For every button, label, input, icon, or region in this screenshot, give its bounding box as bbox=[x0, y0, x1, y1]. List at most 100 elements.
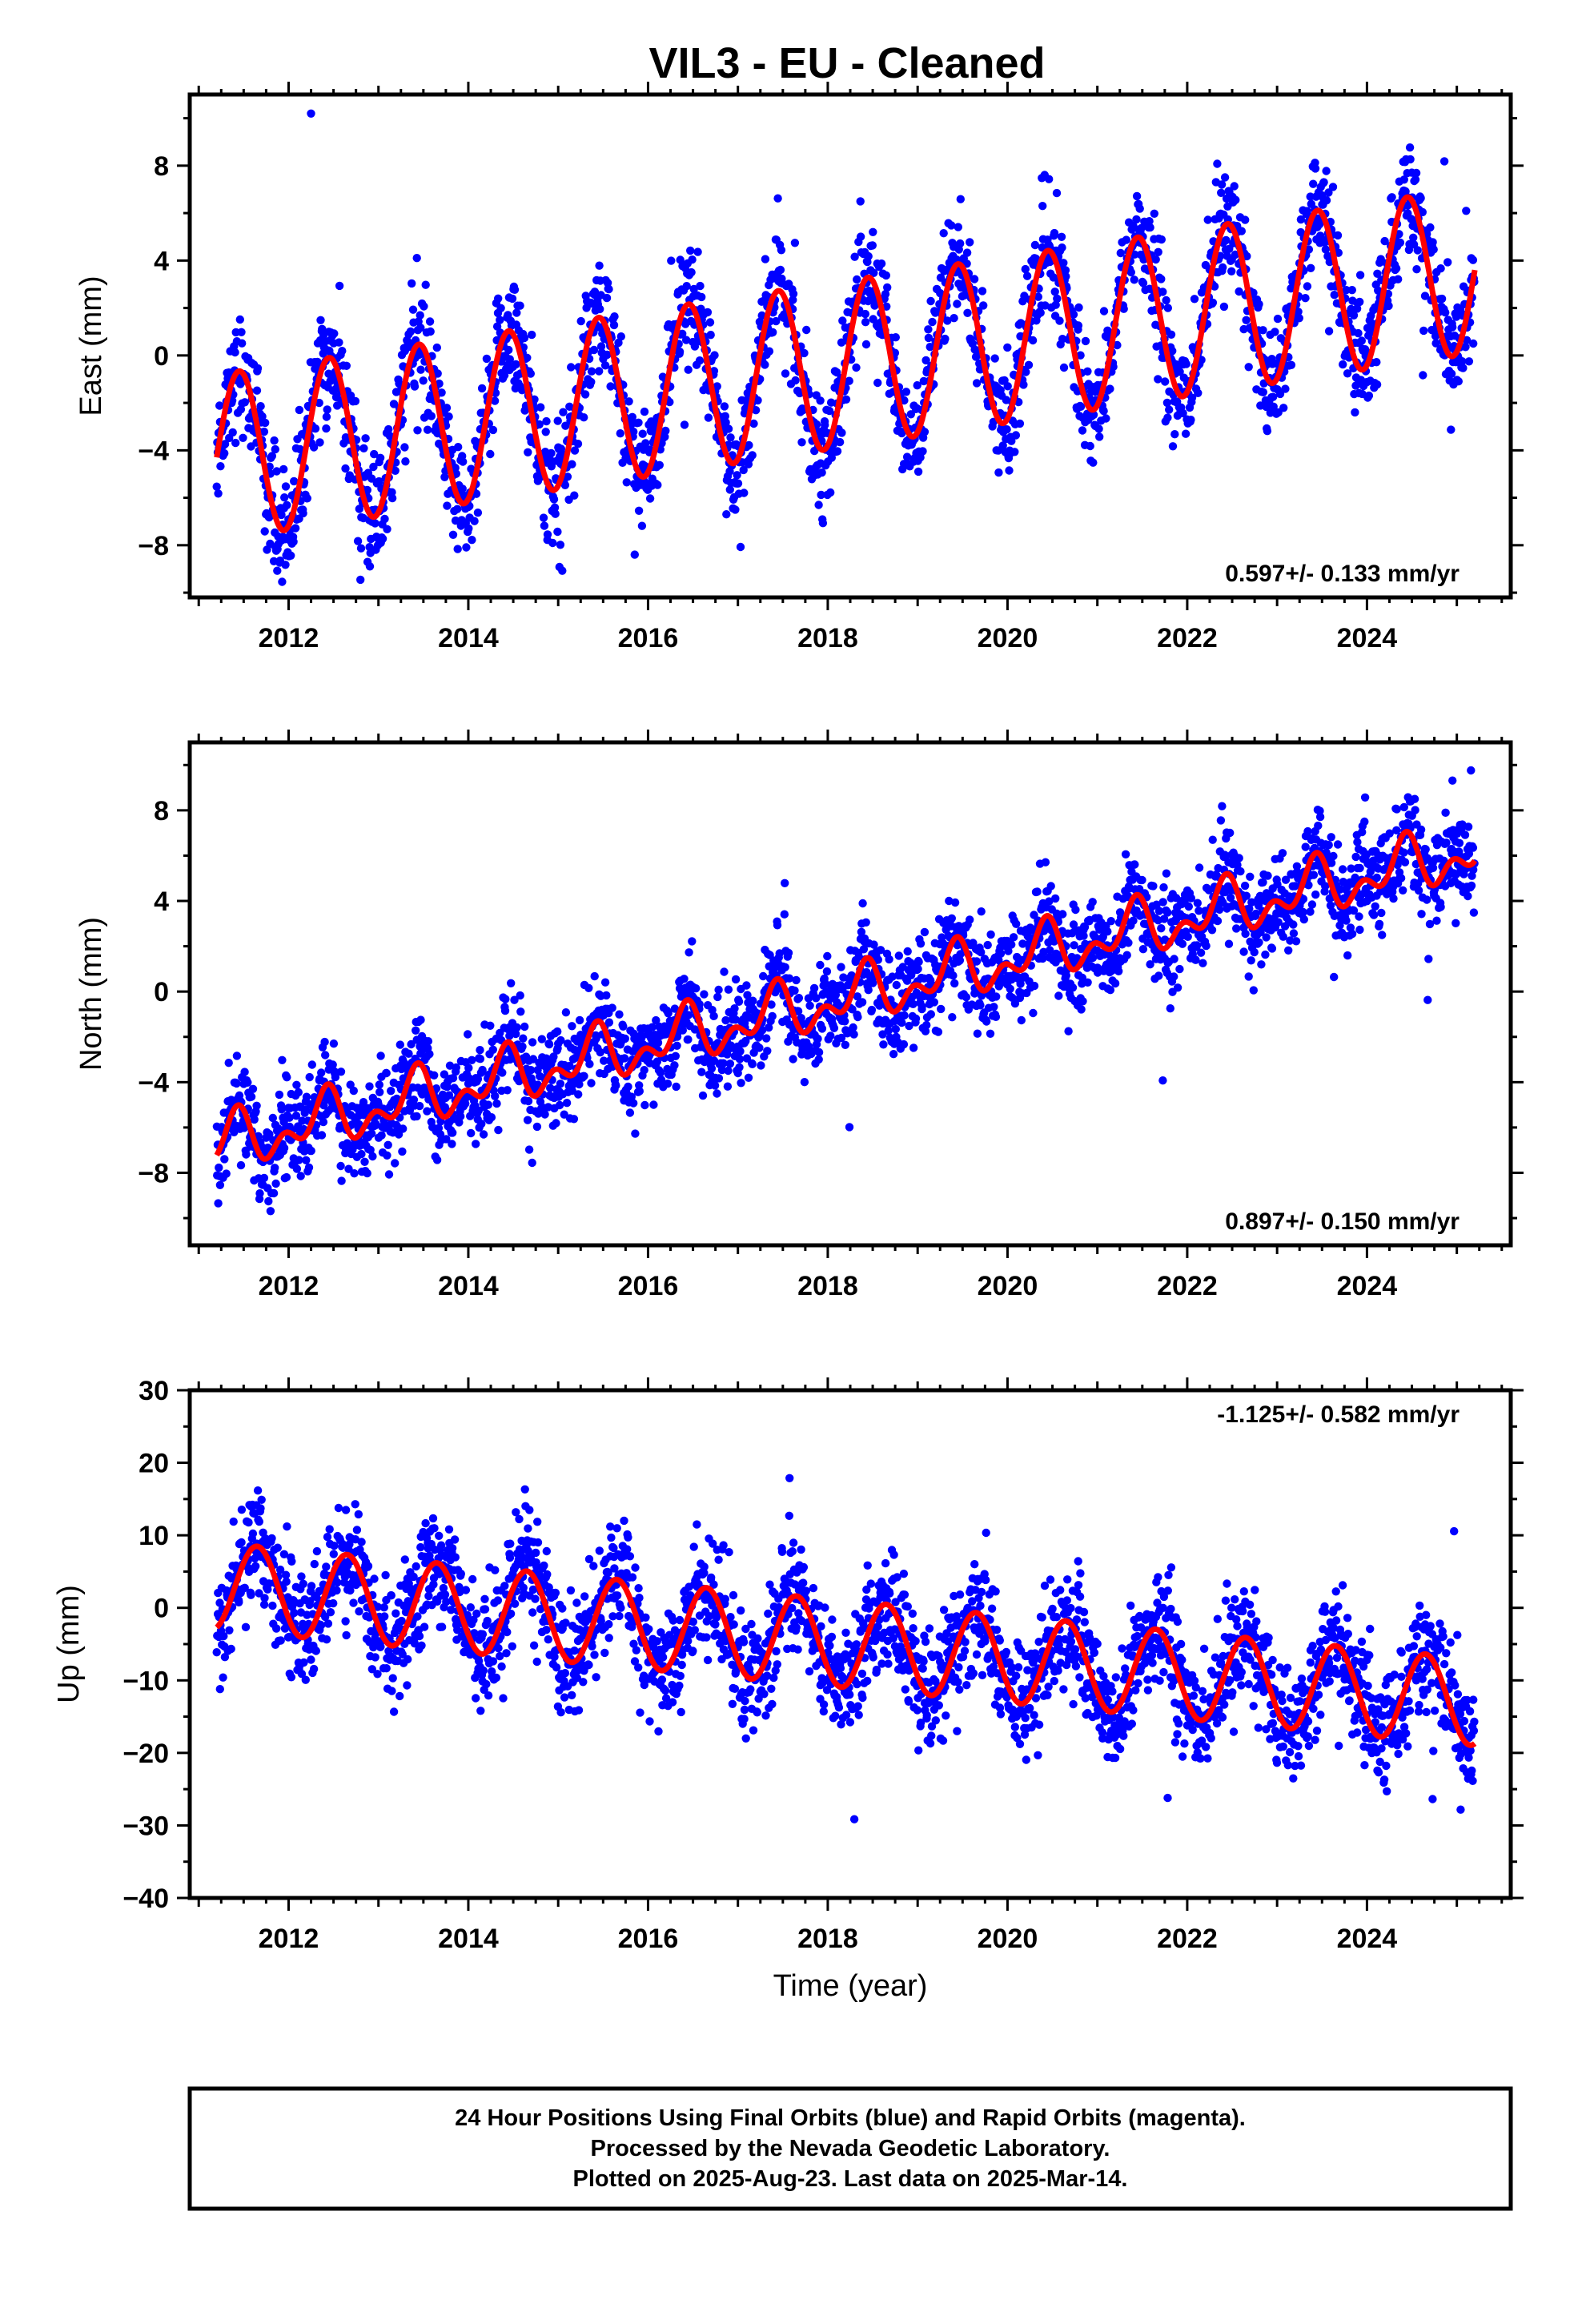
data-point bbox=[380, 514, 389, 524]
data-point bbox=[365, 1082, 374, 1091]
data-point bbox=[947, 914, 957, 923]
data-point bbox=[559, 408, 568, 416]
data-point bbox=[1279, 404, 1288, 412]
data-point bbox=[797, 1014, 805, 1023]
data-point bbox=[622, 478, 631, 487]
data-point bbox=[1146, 960, 1154, 969]
data-point bbox=[1006, 984, 1014, 994]
data-point bbox=[684, 365, 693, 374]
data-point bbox=[1182, 360, 1191, 368]
data-point bbox=[926, 296, 935, 306]
data-point bbox=[1217, 180, 1227, 189]
data-point bbox=[837, 1033, 846, 1043]
data-point bbox=[913, 964, 922, 974]
data-point bbox=[1071, 905, 1080, 915]
data-point bbox=[1462, 336, 1472, 344]
data-point bbox=[1237, 227, 1247, 235]
data-point bbox=[1029, 1008, 1038, 1018]
data-point bbox=[1246, 872, 1255, 882]
data-point bbox=[412, 1026, 420, 1035]
data-point bbox=[781, 963, 789, 972]
data-point bbox=[1018, 939, 1027, 948]
data-point bbox=[609, 320, 619, 330]
data-point bbox=[387, 493, 397, 503]
data-point bbox=[516, 1007, 525, 1016]
data-point bbox=[1321, 245, 1331, 254]
data-point bbox=[768, 1011, 777, 1021]
data-point bbox=[290, 476, 299, 486]
data-point bbox=[869, 268, 878, 277]
data-point bbox=[575, 1015, 584, 1025]
data-point bbox=[800, 1078, 809, 1087]
data-point bbox=[280, 493, 289, 502]
data-point bbox=[1109, 362, 1118, 372]
data-point bbox=[928, 317, 937, 327]
data-point bbox=[733, 479, 743, 488]
data-point bbox=[1007, 436, 1016, 445]
data-point bbox=[1083, 978, 1092, 987]
data-point bbox=[1219, 263, 1227, 272]
data-point bbox=[1462, 207, 1471, 215]
data-point bbox=[992, 992, 1001, 1001]
data-point bbox=[900, 396, 909, 405]
data-point bbox=[524, 1096, 533, 1106]
data-point bbox=[236, 1160, 246, 1170]
data-point bbox=[1088, 898, 1097, 907]
data-point bbox=[719, 1059, 728, 1068]
data-point bbox=[315, 398, 323, 408]
data-point bbox=[1162, 296, 1170, 305]
data-point bbox=[1103, 927, 1112, 936]
data-point bbox=[329, 1039, 339, 1048]
data-point bbox=[1376, 255, 1385, 263]
data-point bbox=[625, 1108, 635, 1117]
data-point bbox=[1163, 908, 1172, 917]
data-point bbox=[1304, 245, 1314, 254]
data-point bbox=[366, 1145, 375, 1155]
data-point bbox=[1271, 328, 1279, 336]
data-point bbox=[458, 485, 467, 493]
data-point bbox=[634, 506, 644, 515]
x-tick-label: 2018 bbox=[797, 623, 858, 653]
data-point bbox=[528, 1038, 537, 1047]
data-point bbox=[1184, 902, 1194, 911]
data-point bbox=[1058, 243, 1066, 252]
data-point bbox=[1159, 915, 1169, 923]
data-point bbox=[943, 316, 952, 325]
data-point bbox=[1268, 392, 1278, 401]
data-point bbox=[1226, 893, 1235, 903]
data-point bbox=[1309, 179, 1318, 188]
data-point bbox=[713, 992, 722, 1002]
data-point bbox=[812, 994, 821, 1003]
data-point bbox=[1441, 308, 1450, 317]
data-point bbox=[802, 325, 811, 335]
data-point bbox=[687, 267, 696, 277]
data-point bbox=[1230, 182, 1239, 191]
data-point bbox=[1138, 875, 1146, 885]
data-point bbox=[240, 398, 249, 407]
data-point bbox=[1157, 275, 1166, 283]
data-point bbox=[761, 255, 770, 263]
data-point bbox=[1439, 157, 1449, 166]
data-point bbox=[1259, 326, 1267, 335]
data-point bbox=[486, 1021, 495, 1031]
data-point bbox=[652, 1015, 661, 1025]
data-point bbox=[1409, 233, 1418, 242]
data-point bbox=[751, 406, 761, 415]
data-point bbox=[1447, 425, 1456, 434]
data-point bbox=[427, 412, 436, 420]
data-point bbox=[721, 418, 730, 427]
data-point bbox=[596, 342, 606, 351]
velocity-label: 0.597+/- 0.133 mm/yr bbox=[1225, 561, 1460, 587]
data-point bbox=[307, 109, 315, 118]
data-point bbox=[292, 1080, 301, 1090]
data-point bbox=[640, 1100, 649, 1110]
data-point bbox=[1088, 953, 1098, 963]
data-point bbox=[408, 305, 418, 314]
data-point bbox=[757, 1026, 767, 1035]
data-point bbox=[1191, 955, 1200, 964]
data-point bbox=[273, 566, 282, 575]
data-point bbox=[1003, 343, 1012, 352]
data-point bbox=[344, 1164, 353, 1173]
data-point bbox=[1391, 264, 1401, 273]
data-point bbox=[1157, 924, 1166, 933]
